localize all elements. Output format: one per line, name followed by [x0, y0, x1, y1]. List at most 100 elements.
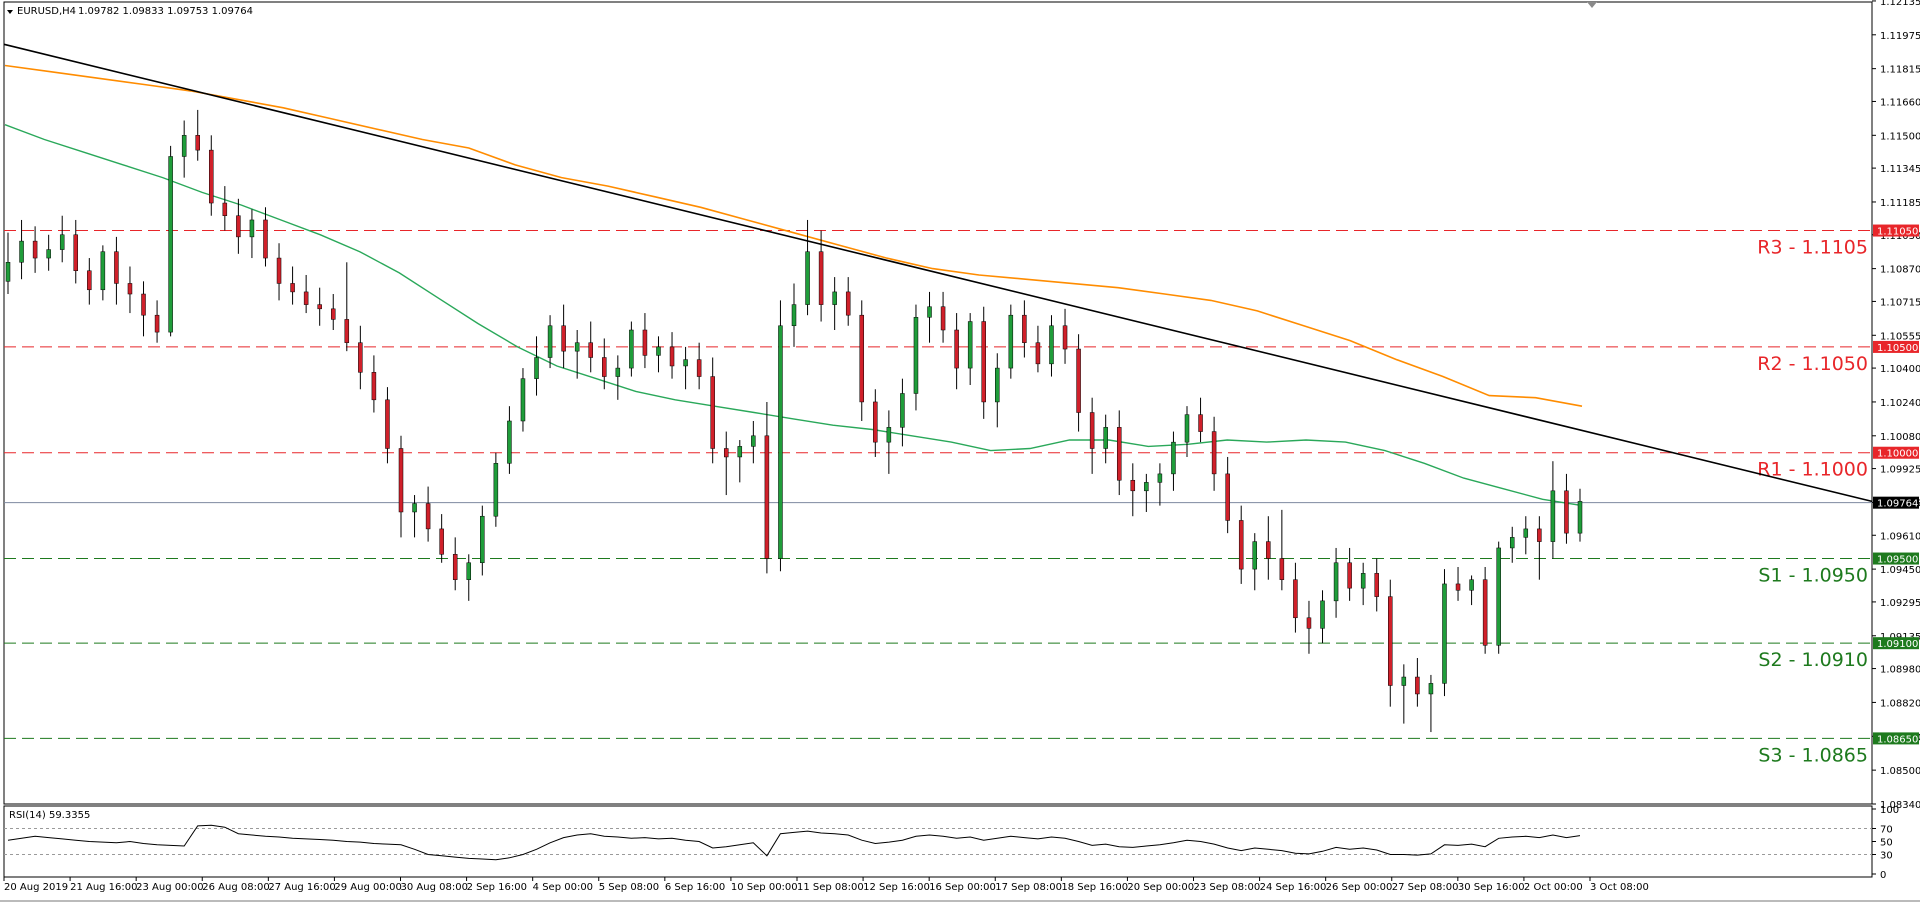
bearish-candle — [1035, 342, 1041, 365]
price-tick-label: 1.09925 — [1880, 465, 1920, 476]
bearish-candle — [669, 346, 675, 367]
bearish-candle — [358, 342, 363, 373]
bullish-candle — [1184, 414, 1190, 443]
bearish-candle — [317, 304, 322, 310]
support-1-price-tag-label: 1.09500 — [1877, 555, 1918, 566]
price-axis-tags: 1.10000 1.10500 1.11050 1.09500 1.09100 1.086… — [1873, 224, 1919, 745]
price-tick-label: 1.11975 — [1880, 31, 1920, 42]
bullish-candle — [737, 446, 743, 458]
current-price-tag-label: 1.09764 — [1877, 499, 1918, 510]
bullish-candle — [791, 304, 797, 327]
bearish-candle — [154, 314, 160, 333]
bullish-candle — [900, 393, 905, 428]
bearish-candle — [439, 528, 444, 555]
rsi-indicator-label: RSI(14) 59.3355 — [9, 810, 90, 821]
bearish-candle — [398, 448, 404, 513]
dropdown-triangle-icon[interactable] — [7, 10, 13, 14]
bullish-candle — [493, 463, 499, 517]
time-tick-label: 20 Sep 00:00 — [1127, 882, 1194, 893]
time-tick-label: 6 Sep 16:00 — [665, 882, 725, 893]
price-tick-label: 1.12135 — [1880, 0, 1920, 8]
bearish-candle — [1130, 479, 1136, 492]
price-tick-label: 1.09610 — [1880, 531, 1920, 542]
bullish-candle — [46, 249, 51, 259]
support-2-price-tag — [1873, 637, 1919, 650]
bearish-candle — [385, 399, 390, 449]
resistance-1-price-tag — [1873, 446, 1919, 459]
bullish-candle — [507, 420, 512, 464]
bullish-candle — [249, 219, 255, 238]
bullish-candle — [19, 240, 24, 263]
bullish-candle — [181, 135, 187, 157]
bearish-candle — [290, 283, 295, 293]
bullish-candle — [1008, 314, 1014, 369]
price-tick-label: 1.08980 — [1880, 665, 1920, 676]
price-tick-label: 1.08500 — [1880, 766, 1920, 777]
bearish-candle — [32, 240, 38, 259]
bearish-candle — [452, 554, 458, 580]
resistance-1-price-tag-label: 1.10000 — [1877, 449, 1918, 460]
trend-lines — [3, 43, 1873, 503]
bullish-candle — [1496, 547, 1501, 646]
time-tick-label: 26 Aug 08:00 — [202, 882, 269, 893]
bullish-candle — [574, 342, 580, 352]
bearish-candle — [1089, 412, 1095, 449]
slow-moving-average-line — [4, 64, 1583, 407]
bullish-candle — [805, 251, 810, 305]
bearish-candle — [236, 215, 241, 238]
bearish-candle — [1116, 427, 1122, 481]
time-tick-label: 20 Aug 2019 — [4, 882, 68, 893]
bearish-candle — [1347, 562, 1352, 589]
bullish-candle — [967, 321, 973, 369]
rsi-tick-label: 0 — [1880, 870, 1886, 881]
bullish-candle — [59, 234, 65, 250]
fast-moving-average-line — [4, 124, 1583, 507]
price-tick-label: 1.11815 — [1880, 65, 1920, 76]
bearish-candle — [73, 234, 79, 271]
bullish-candle — [100, 251, 106, 291]
bearish-candle — [873, 401, 878, 443]
rsi-tick-label: 30 — [1880, 851, 1893, 862]
bullish-candle — [1577, 501, 1583, 534]
bullish-candle — [412, 503, 417, 513]
bearish-candle — [1293, 579, 1298, 619]
bullish-candle — [520, 378, 526, 422]
bullish-candle — [1523, 528, 1529, 538]
bullish-candle — [1550, 490, 1556, 542]
bullish-candle — [615, 367, 621, 377]
bearish-candle — [1537, 528, 1542, 542]
time-tick-label: 2 Sep 16:00 — [467, 882, 527, 893]
bearish-candle — [222, 202, 228, 216]
support-1-label: S1 - 1.0950 — [1758, 565, 1868, 587]
downtrend-line — [3, 43, 1873, 503]
bullish-candle — [995, 367, 1000, 403]
time-tick-label: 26 Sep 00:00 — [1326, 882, 1393, 893]
time-tick-label: 17 Sep 08:00 — [995, 882, 1062, 893]
bullish-candle — [1401, 676, 1407, 686]
time-tick-label: 10 Sep 00:00 — [731, 882, 798, 893]
bearish-candle — [209, 149, 214, 204]
time-tick-label: 24 Sep 16:00 — [1260, 882, 1327, 893]
price-tick-label: 1.10715 — [1880, 297, 1920, 308]
bearish-candle — [344, 319, 350, 343]
time-tick-label: 2 Oct 00:00 — [1524, 882, 1583, 893]
price-tick-label: 1.11660 — [1880, 97, 1920, 108]
rsi-plot-frame — [3, 805, 1873, 878]
resistance-2-label: R2 - 1.1050 — [1757, 353, 1868, 375]
rsi-line — [7, 824, 1581, 861]
resistance-2-price-tag-label: 1.10500 — [1877, 343, 1918, 354]
bearish-candle — [330, 308, 336, 320]
bullish-candle — [1442, 583, 1447, 684]
price-tick-label: 1.08340 — [1880, 800, 1920, 811]
bearish-candle — [981, 321, 986, 403]
price-axis: 1.083401.085001.086601.088201.089801.091… — [1872, 0, 1920, 811]
shift-marker-icon[interactable] — [1587, 2, 1597, 8]
bullish-candle — [1049, 325, 1054, 365]
bullish-candle — [927, 306, 932, 318]
bearish-candle — [1279, 558, 1285, 580]
support-2-label: S2 - 1.0910 — [1758, 649, 1868, 671]
price-tick-label: 1.11185 — [1880, 198, 1920, 209]
